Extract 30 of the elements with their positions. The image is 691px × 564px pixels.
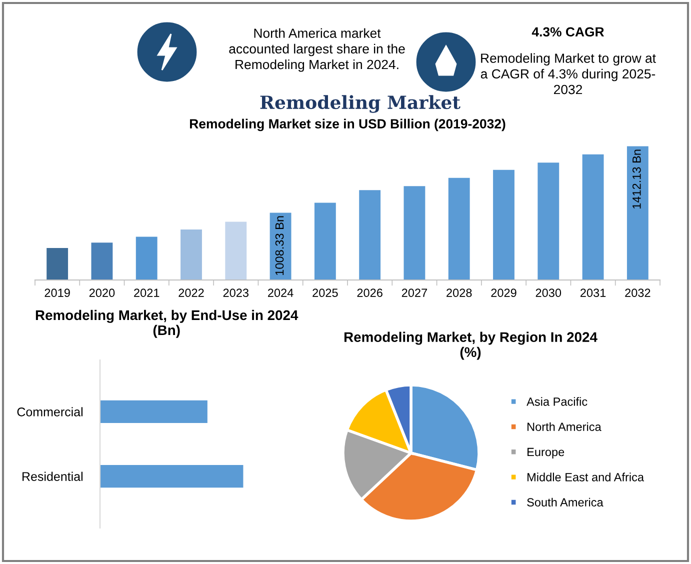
legend-label: Europe	[528, 448, 564, 459]
x-tick-label: 2022	[178, 288, 204, 298]
text: Remodeling Market to grow at a CAGR of 4.3% during 2025- 2032	[480, 53, 656, 94]
legend-label: North America	[528, 422, 602, 431]
x-tick-label: 2024	[268, 288, 294, 298]
chart-title: Remodeling Market size in USD Billion (2019-2032)	[190, 118, 506, 132]
y-tick-label: Residential	[22, 472, 82, 481]
x-tick-label: 2028	[446, 288, 472, 298]
y-tick-label: Commercial	[17, 407, 82, 416]
x-tick-label: 2021	[134, 288, 160, 298]
text: North America market accounted largest share in the Remodeling Market in 2024.	[229, 28, 405, 72]
x-tick-label: 2027	[402, 288, 428, 298]
x-tick-label: 2030	[536, 288, 562, 298]
legend-label: Asia Pacific	[526, 397, 588, 406]
chart-title: Remodeling Market, by End-Use in 2024 (Bn)	[36, 310, 298, 338]
chart-title: Remodeling Market, by Region In 2024 (%)	[344, 332, 598, 360]
x-tick-label: 2023	[223, 288, 249, 298]
x-tick-label: 2025	[312, 288, 338, 298]
x-tick-label: 2019	[44, 288, 70, 298]
x-tick-label: 2029	[491, 288, 516, 298]
data-label: 1412.13 Bn	[632, 150, 641, 208]
legend-label: South America	[527, 498, 604, 507]
text: Remodeling Market	[260, 95, 460, 113]
x-tick-label: 2020	[89, 288, 115, 298]
x-tick-label: 2032	[625, 288, 650, 298]
text: 4.3% CAGR	[532, 27, 604, 37]
legend-label: Middle East and Africa	[528, 472, 644, 482]
x-tick-label: 2026	[357, 288, 382, 298]
data-label: 1008.33 Bn	[275, 216, 284, 275]
x-tick-label: 2031	[580, 288, 606, 298]
